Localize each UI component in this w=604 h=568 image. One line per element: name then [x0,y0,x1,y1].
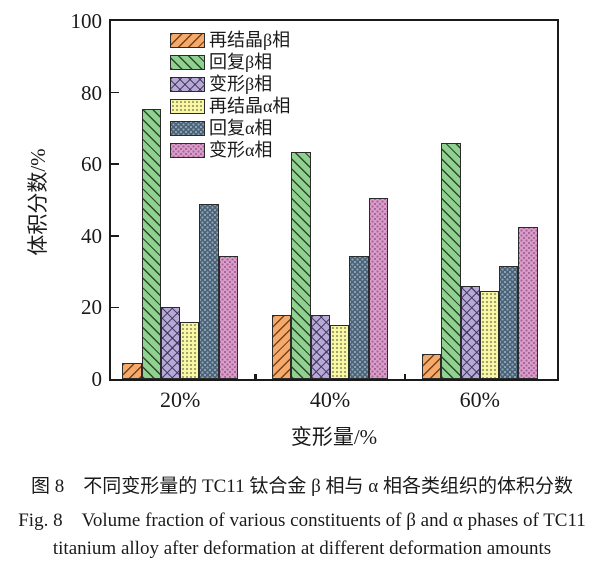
x-tick-label: 40% [309,387,351,412]
bar [160,307,181,379]
legend-swatch [170,54,205,70]
bar [349,255,369,379]
bar [141,108,161,379]
legend-label: 变形α相 [209,140,273,160]
y-tick-label: 20 [81,295,102,320]
y-tick-label: 60 [81,152,102,177]
legend-swatch [170,32,205,48]
x-axis-label: 变形量/% [290,425,378,449]
bar [272,314,292,379]
y-tick-label: 100 [70,9,103,33]
bar [310,314,330,379]
y-tick-mark [111,306,119,309]
bar [421,353,442,379]
legend-swatch [170,142,205,158]
x-tick-mark [403,374,407,379]
bar [218,255,239,379]
bar [460,285,480,379]
y-tick-label: 40 [81,223,102,248]
bar [291,151,311,379]
y-tick-label: 0 [91,367,103,391]
legend-item: 再结晶α相 [170,95,290,117]
legend-item: 再结晶β相 [170,29,290,51]
x-tick-label: 60% [459,387,500,412]
y-tick-mark [111,91,119,94]
legend-label: 再结晶α相 [209,96,291,116]
bar [479,291,500,379]
bar [180,321,200,379]
legend-label: 回复β相 [209,52,273,72]
legend-swatch [170,120,205,136]
legend-label: 变形β相 [209,74,273,94]
bar [441,142,461,379]
bar [199,203,219,379]
legend-swatch [170,98,205,114]
bar [499,266,519,379]
legend-item: 变形α相 [170,139,290,161]
bar [329,325,350,379]
figure-caption-english-line2: titanium alloy after deformation at diff… [52,538,552,559]
y-axis-label: 体积分数/% [26,148,50,256]
legend-swatch [170,76,205,92]
legend-item: 变形β相 [170,73,290,95]
bar [518,226,538,379]
figure-caption-english-line1: Fig. 8 Volume fraction of various consti… [18,510,586,531]
y-tick-mark [111,234,119,237]
x-tick-mark [254,374,257,379]
legend-label: 再结晶β相 [209,30,291,50]
legend-item: 回复β相 [170,51,290,73]
plot-area: 再结晶β相 回复β相 变形β相 再结晶α相 回复α相 变形α相 [109,19,559,381]
legend: 再结晶β相 回复β相 变形β相 再结晶α相 回复α相 变形α相 [170,29,290,161]
y-tick-label: 80 [81,80,102,105]
figure-caption-chinese: 图 8 不同变形量的 TC11 钛合金 β 相与 α 相各类组织的体积分数 [31,476,573,497]
x-tick-label: 20% [159,387,201,412]
bar [368,198,388,379]
legend-item: 回复α相 [170,117,290,139]
legend-label: 回复α相 [209,118,273,138]
bar [122,362,142,379]
y-tick-mark [111,163,119,166]
